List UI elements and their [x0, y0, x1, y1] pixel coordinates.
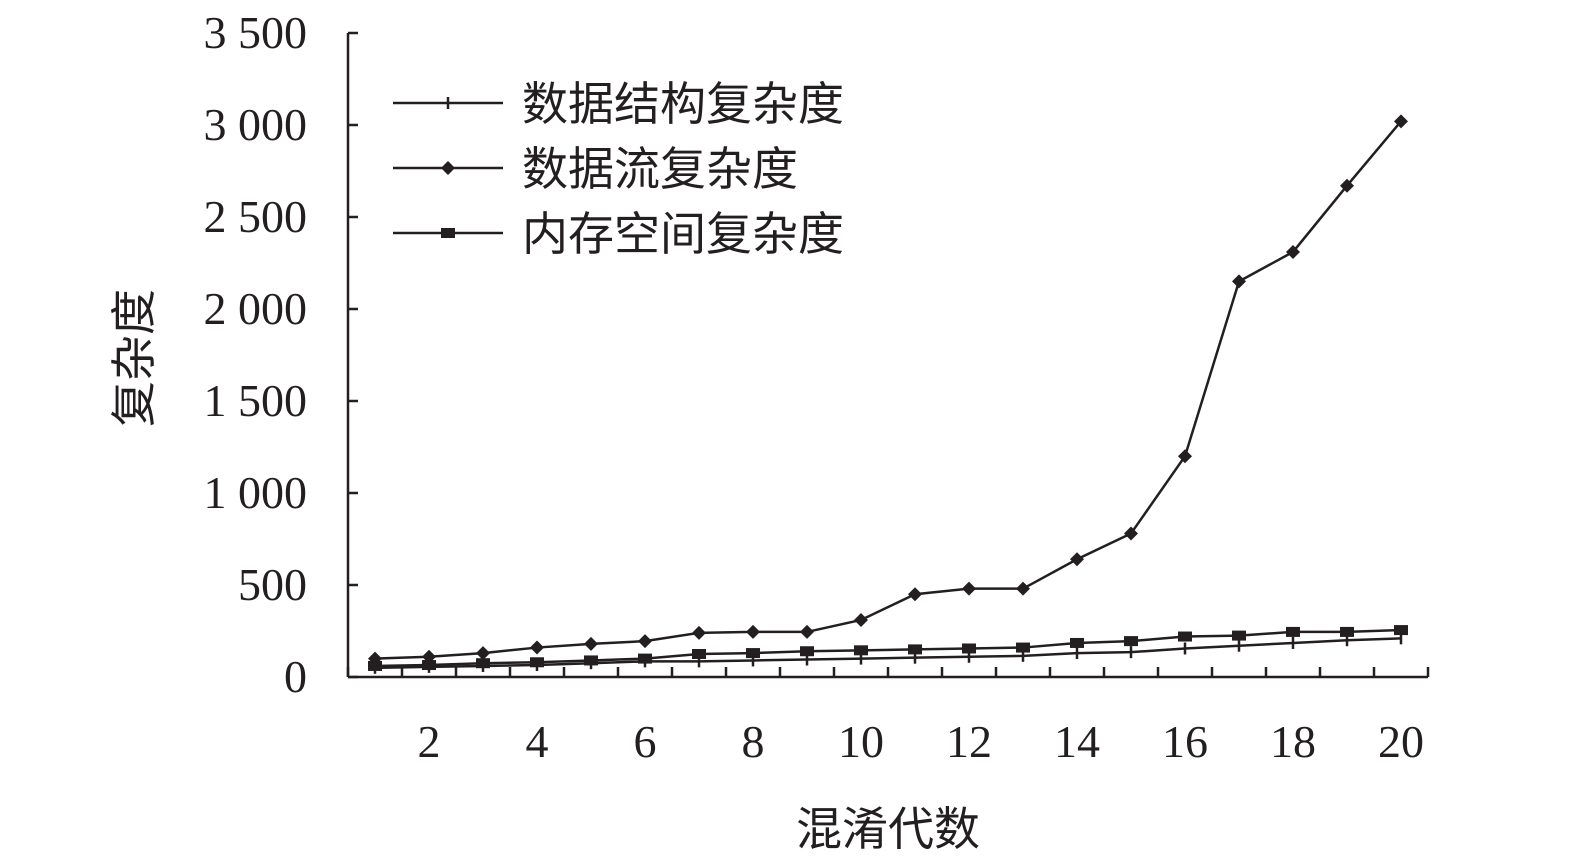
data-point-diamond [1286, 244, 1300, 259]
legend-item-square: 内存空间复杂度 [393, 207, 844, 261]
series-group [368, 114, 1408, 674]
x-tick-label: 4 [526, 716, 549, 767]
data-point-square [692, 649, 706, 659]
data-point-diamond [908, 587, 922, 602]
data-point-diamond [638, 634, 652, 649]
x-tick-label: 2 [418, 716, 441, 767]
x-tick-label: 6 [634, 716, 657, 767]
legend-item-plus: 数据结构复杂度 [393, 77, 844, 131]
y-tick-label: 500 [238, 559, 307, 610]
data-point-square [638, 653, 652, 664]
data-point-diamond [1232, 274, 1246, 289]
y-tick-label: 3 000 [204, 99, 308, 150]
data-point-diamond [1340, 178, 1354, 193]
data-point-square [368, 660, 382, 671]
legend-label-square: 内存空间复杂度 [522, 207, 844, 261]
data-point-diamond [1016, 581, 1030, 596]
series-line-square [374, 628, 1402, 668]
data-point-square [800, 646, 814, 657]
data-point-square [1394, 625, 1408, 636]
x-axis-title: 混淆代数 [796, 802, 980, 856]
data-point-square [854, 645, 868, 656]
y-tick-label: 1 000 [204, 467, 308, 518]
y-tick-label: 0 [284, 651, 307, 702]
data-point-square [422, 660, 436, 671]
legend-marker-diamond [441, 161, 455, 175]
data-point-square [530, 657, 544, 668]
series-square [368, 625, 1408, 671]
series-diamond [368, 114, 1408, 666]
data-point-diamond [530, 640, 544, 655]
data-point-diamond [746, 624, 760, 639]
data-point-diamond [1070, 552, 1084, 567]
series-line-plus [374, 637, 1402, 670]
data-point-diamond [1124, 526, 1138, 541]
data-point-square [476, 658, 490, 669]
data-point-diamond [800, 624, 814, 639]
data-point-square [584, 655, 598, 666]
data-point-square [1016, 642, 1030, 653]
data-point-square [746, 648, 760, 659]
legend-item-diamond: 数据流复杂度 [393, 142, 798, 196]
y-tick-label: 1 500 [204, 375, 308, 426]
data-point-square [962, 643, 976, 654]
data-point-square [1286, 626, 1300, 637]
x-ticks: 2 4 6 8 10 12 14 16 18 20 [346, 667, 1430, 767]
series-plus [373, 632, 1403, 674]
x-tick-label: 12 [946, 716, 992, 767]
data-point-square [1070, 637, 1084, 648]
y-axis-title: 复杂度 [107, 289, 161, 427]
x-tick-label: 14 [1054, 716, 1100, 767]
data-point-square [1124, 636, 1138, 647]
y-tick-label: 2 500 [204, 191, 308, 242]
legend-label-diamond: 数据流复杂度 [522, 142, 798, 196]
series-line-diamond [374, 120, 1402, 660]
data-point-square [1232, 630, 1246, 641]
data-point-diamond [476, 646, 490, 661]
x-tick-label: 20 [1378, 716, 1424, 767]
x-tick-label: 16 [1162, 716, 1208, 767]
data-point-diamond [584, 636, 598, 651]
x-tick-label: 10 [838, 716, 884, 767]
legend-label-plus: 数据结构复杂度 [522, 77, 844, 131]
legend-marker-square [441, 228, 455, 238]
axes [346, 33, 1428, 679]
data-point-diamond [854, 612, 868, 627]
y-tick-label: 2 000 [204, 283, 308, 334]
data-point-diamond [1394, 114, 1408, 129]
x-tick-label: 8 [742, 716, 765, 767]
data-point-diamond [692, 625, 706, 640]
data-point-diamond [1178, 449, 1192, 464]
data-point-square [1178, 631, 1192, 642]
data-point-diamond [962, 581, 976, 596]
y-tick-label: 3 500 [204, 7, 308, 58]
x-tick-label: 18 [1270, 716, 1316, 767]
data-point-square [908, 644, 922, 655]
y-ticks: 0 500 1 000 1 500 2 000 2 500 3 000 3 500 [204, 7, 358, 702]
data-point-square [1340, 626, 1354, 637]
